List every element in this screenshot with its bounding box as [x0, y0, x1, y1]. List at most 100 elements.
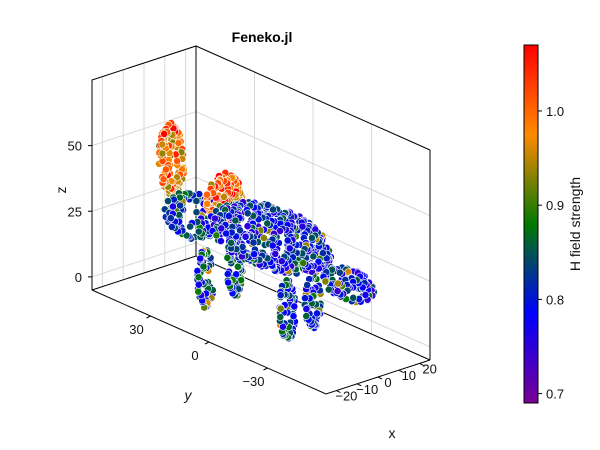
x-tick-label: 0: [384, 375, 391, 390]
z-tick-label: 25: [68, 204, 82, 219]
data-point: [361, 290, 370, 299]
data-point: [283, 236, 292, 245]
x-tick: [419, 362, 424, 366]
data-point: [268, 241, 277, 250]
data-point: [299, 259, 308, 267]
y-tick-label: 0: [191, 348, 198, 363]
x-ticks: −20−10 0 10 20: [335, 361, 436, 403]
data-point: [194, 227, 203, 236]
y-tick: [204, 341, 210, 345]
data-point: [194, 280, 203, 289]
data-point: [173, 157, 181, 165]
data-point: [243, 222, 252, 231]
data-point: [259, 234, 268, 242]
back-left-edge: [91, 45, 197, 290]
data-point: [166, 214, 175, 223]
data-point: [232, 270, 241, 279]
x-tick: [398, 369, 404, 373]
data-point: [309, 252, 318, 261]
x-tick: [336, 390, 341, 394]
colorbar-tick-label: 0.8: [546, 292, 564, 307]
data-point: [289, 312, 298, 321]
z-axis-label: z: [53, 187, 69, 194]
data-point: [167, 222, 176, 231]
x-tick-label: −10: [356, 382, 378, 397]
data-point: [227, 238, 235, 247]
data-point: [158, 149, 167, 158]
data-point: [243, 209, 252, 218]
data-point: [231, 216, 240, 225]
colorbar-label: H field strength: [567, 177, 583, 271]
data-point: [276, 291, 285, 300]
data-point: [194, 287, 203, 296]
x-tick: [356, 383, 362, 387]
y-axis-label: y: [184, 387, 193, 403]
data-point: [161, 165, 170, 174]
data-point: [301, 294, 309, 303]
data-point: [285, 244, 294, 253]
data-point: [203, 190, 211, 199]
data-point: [224, 278, 233, 287]
colorbar-tick-label: 0.9: [546, 198, 564, 213]
data-point: [324, 285, 333, 294]
data-point: [186, 222, 194, 231]
data-point: [249, 238, 258, 247]
data-point: [302, 312, 311, 320]
data-point: [321, 277, 330, 286]
x-tick-label: 10: [402, 368, 416, 383]
data-point: [194, 273, 203, 282]
x-tick: [377, 376, 383, 380]
data-point: [176, 201, 184, 210]
back-top-edge: [195, 45, 431, 151]
y-tick-label: 30: [129, 322, 143, 337]
data-point: [233, 262, 242, 271]
y-tick-label: −30: [242, 374, 264, 389]
data-point: [210, 214, 219, 223]
data-point: [223, 253, 232, 262]
data-point: [212, 231, 221, 240]
data-point: [334, 279, 342, 288]
data-point: [192, 208, 201, 217]
z-tick-label: 50: [68, 139, 82, 154]
data-point: [250, 250, 258, 259]
data-point: [224, 212, 233, 220]
data-point: [271, 249, 280, 258]
data-point: [174, 138, 183, 147]
data-point: [159, 175, 168, 184]
data-point: [263, 219, 272, 228]
data-point: [333, 287, 342, 295]
data-point: [222, 229, 231, 238]
data-point: [169, 202, 177, 211]
data-point: [276, 304, 285, 313]
data-point: [203, 199, 212, 208]
data-point: [313, 309, 321, 318]
colorbar: [523, 44, 539, 404]
data-point: [303, 281, 312, 289]
data-point: [298, 222, 307, 231]
x-axis-label: x: [389, 425, 396, 441]
data-point: [175, 210, 183, 219]
data-point: [192, 197, 201, 205]
colorbar-tick-label: 0.7: [546, 387, 564, 402]
data-point: [196, 254, 205, 263]
grid-lines: [91, 49, 431, 348]
data-point: [199, 262, 208, 271]
data-point: [302, 305, 311, 313]
data-point: [277, 257, 286, 266]
colorbar-ticks: 0.7 0.8 0.9 1.0: [538, 104, 564, 402]
y-tick: [146, 315, 151, 319]
data-point: [164, 197, 172, 205]
data-point: [158, 140, 167, 149]
z-ticks: 0 25 50: [68, 139, 92, 285]
y-tick: [263, 367, 268, 371]
colorbar-tick-label: 1.0: [546, 104, 564, 119]
front-edges: [91, 289, 431, 395]
data-point: [236, 226, 244, 235]
data-point: [223, 270, 232, 278]
data-point: [269, 205, 277, 214]
data-point: [241, 232, 250, 241]
data-point: [217, 224, 226, 233]
chart-title: Feneko.jl: [232, 29, 293, 45]
data-point: [314, 257, 323, 266]
